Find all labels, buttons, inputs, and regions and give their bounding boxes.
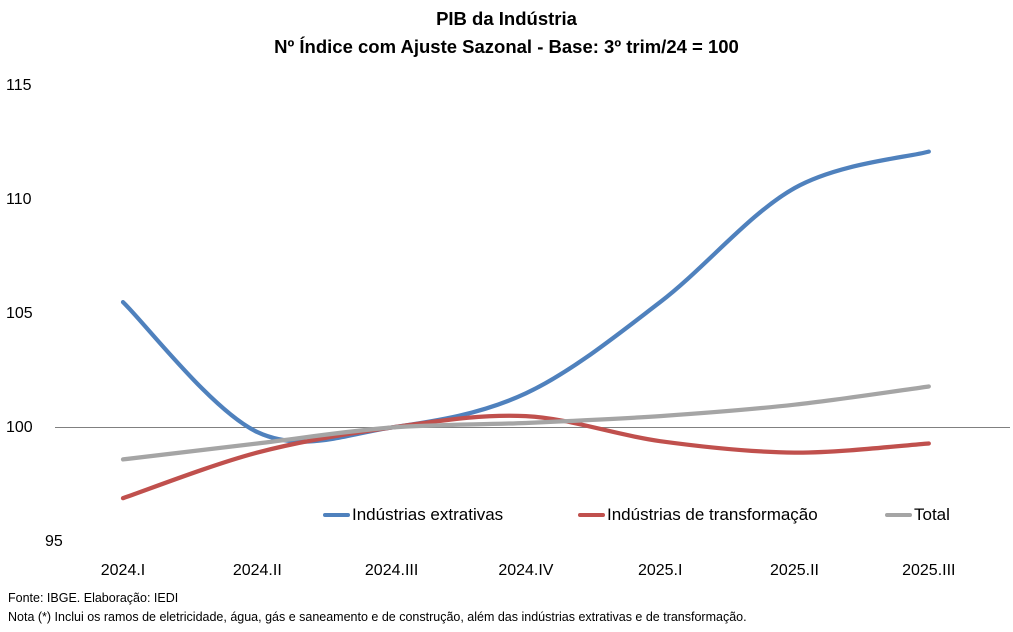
legend-dash-icon <box>323 512 350 517</box>
legend-label: Indústrias extrativas <box>352 504 504 524</box>
series-line-2 <box>120 384 931 462</box>
y-tick-label: 110 <box>6 190 32 208</box>
legend-item-0: Indústrias extrativas <box>323 505 503 524</box>
x-tick-label: 2025.I <box>637 562 683 579</box>
footer: Fonte: IBGE. Elaboração: IEDI Nota (*) I… <box>8 589 747 627</box>
y-tick-label: 115 <box>6 76 32 94</box>
x-tick-label: 2024.III <box>364 562 419 579</box>
footer-note: Nota (*) Inclui os ramos de eletricidade… <box>8 610 747 624</box>
legend-item-1: Indústrias de transformação <box>578 505 818 524</box>
chart-title: PIB da Indústria Nº Índice com Ajuste Sa… <box>0 5 1013 61</box>
footer-source: Fonte: IBGE. Elaboração: IEDI <box>8 591 179 605</box>
x-tick-label: 2024.II <box>232 562 282 579</box>
x-tick-label: 2025.III <box>902 562 956 579</box>
chart-title-line1: PIB da Indústria <box>436 8 577 29</box>
legend-label: Indústrias de transformação <box>607 504 818 524</box>
y-tick-label: 100 <box>6 418 33 436</box>
legend-dash-icon <box>578 512 605 517</box>
x-tick-label: 2025.II <box>770 562 819 579</box>
x-tick-label: 2024.IV <box>498 562 554 579</box>
x-tick-label: 2024.I <box>100 562 146 579</box>
legend-item-2: Total <box>885 505 950 524</box>
series-line-1 <box>120 413 931 501</box>
chart-title-line2: Nº Índice com Ajuste Sazonal - Base: 3º … <box>274 36 739 57</box>
series-line-0 <box>120 149 931 444</box>
legend-dash-icon <box>885 512 912 517</box>
y-tick-label: 105 <box>6 304 33 322</box>
legend-label: Total <box>914 504 950 524</box>
y-tick-label: 95 <box>45 532 63 550</box>
